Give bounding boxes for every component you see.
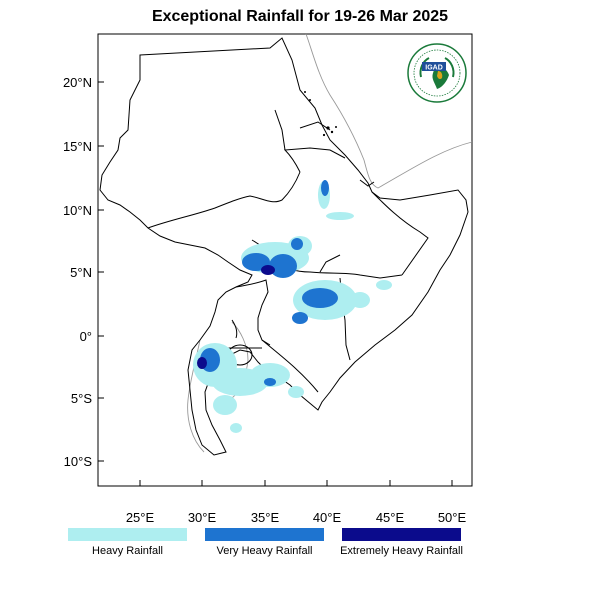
lon-tick-label: 35°E bbox=[251, 510, 280, 525]
lat-tick-label: 10°N bbox=[63, 203, 92, 218]
lat-tick-label: 15°N bbox=[63, 139, 92, 154]
red-sea-islands bbox=[304, 91, 337, 137]
lon-tick-label: 30°E bbox=[188, 510, 217, 525]
lon-tick-label: 40°E bbox=[313, 510, 342, 525]
lon-tick-label: 45°E bbox=[376, 510, 405, 525]
very-heavy-rainfall-areas bbox=[200, 180, 338, 386]
lat-tick-label: 20°N bbox=[63, 75, 92, 90]
lat-tick-label: 10°S bbox=[64, 454, 93, 469]
lon-tick-label: 25°E bbox=[126, 510, 155, 525]
legend-swatch-very-heavy bbox=[205, 528, 324, 541]
legend-label-heavy: Heavy Rainfall bbox=[92, 545, 163, 557]
lat-tick-label: 5°N bbox=[70, 265, 92, 280]
lat-tick-label: 5°S bbox=[71, 391, 92, 406]
lat-tick-label: 0° bbox=[80, 329, 92, 344]
legend-label-extremely-heavy: Extremely Heavy Rainfall bbox=[340, 545, 463, 557]
lon-tick-label: 50°E bbox=[438, 510, 467, 525]
legend-swatch-heavy bbox=[68, 528, 187, 541]
lon-tick-labels: 25°E 30°E 35°E 40°E 45°E 50°E bbox=[126, 510, 467, 525]
extremely-heavy-rainfall-areas bbox=[197, 265, 275, 369]
legend-swatch-extremely-heavy bbox=[342, 528, 461, 541]
axis-ticks bbox=[98, 81, 453, 486]
igad-logo: IGAD bbox=[407, 43, 467, 103]
legend-label-very-heavy: Very Heavy Rainfall bbox=[216, 545, 313, 557]
lat-tick-labels: 20°N 15°N 10°N 5°N 0° 5°S 10°S bbox=[63, 75, 92, 469]
logo-text: IGAD bbox=[425, 65, 443, 72]
map-title: Exceptional Rainfall for 19-26 Mar 2025 bbox=[151, 8, 449, 25]
